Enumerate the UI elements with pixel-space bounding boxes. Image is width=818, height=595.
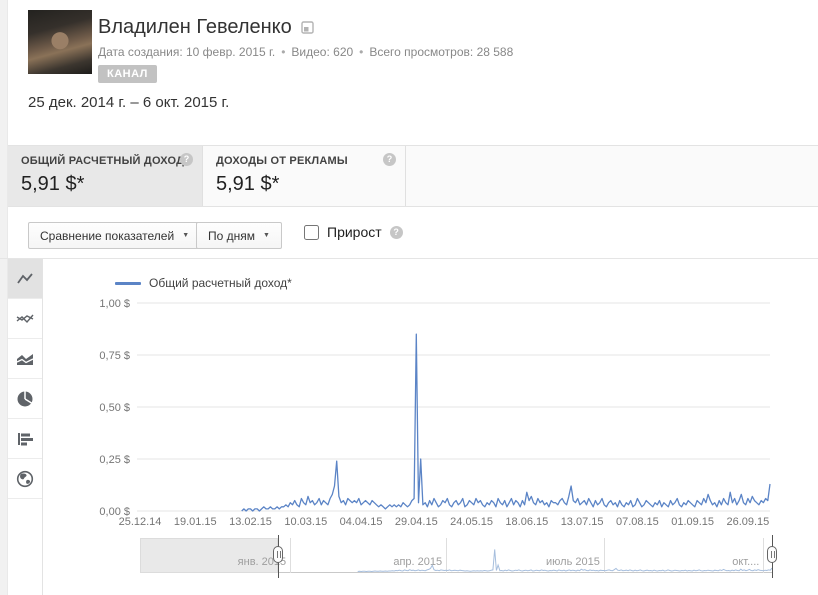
chart-type-pie[interactable] <box>8 379 42 419</box>
help-icon[interactable]: ? <box>383 153 396 166</box>
scrubber-tick <box>290 538 292 573</box>
chevron-down-icon: ▼ <box>263 232 270 239</box>
growth-checkbox-label: Прирост <box>327 224 382 240</box>
svg-text:19.01.15: 19.01.15 <box>174 516 217 528</box>
chevron-down-icon: ▼ <box>182 232 190 239</box>
line-chart-icon <box>17 272 33 284</box>
channel-video-count: Видео: 620 <box>291 45 354 59</box>
svg-text:10.03.15: 10.03.15 <box>284 516 327 528</box>
drag-grip-icon <box>273 546 283 563</box>
metric-label: ДОХОДЫ ОТ РЕКЛАМЫ <box>216 155 348 167</box>
svg-text:25.12.14: 25.12.14 <box>119 516 162 528</box>
chart-type-bar[interactable] <box>8 419 42 459</box>
scrubber-right-handle[interactable] <box>764 535 781 578</box>
scrubber-month-label: июль 2015 <box>546 556 600 568</box>
channel-avatar <box>28 10 92 74</box>
multiline-chart-icon <box>16 314 34 323</box>
svg-text:18.06.15: 18.06.15 <box>505 516 548 528</box>
chart-type-sidebar <box>8 259 43 595</box>
report-date-range[interactable]: 25 дек. 2014 г. – 6 окт. 2015 г. <box>28 94 230 111</box>
scrubber-left-handle[interactable] <box>270 535 287 578</box>
metric-value: 5,91 $* <box>21 173 85 195</box>
svg-text:24.05.15: 24.05.15 <box>450 516 493 528</box>
bar-chart-icon <box>18 432 33 445</box>
section-divider <box>0 258 818 259</box>
channel-type-badge: КАНАЛ <box>98 65 157 83</box>
chart-controls-row: Сравнение показателей ▼ По дням ▼ Прирос… <box>8 208 818 258</box>
scrubber-unselected-range[interactable] <box>140 538 278 573</box>
channel-card-icon[interactable] <box>301 21 314 34</box>
svg-text:0,25 $: 0,25 $ <box>99 454 130 466</box>
tab-total-estimated-revenue[interactable]: ОБЩИЙ РАСЧЕТНЫЙ ДОХОД 5,91 $* ? <box>8 146 203 206</box>
drag-grip-icon <box>767 546 777 563</box>
svg-text:13.02.15: 13.02.15 <box>229 516 272 528</box>
help-icon[interactable]: ? <box>389 225 403 239</box>
chart-type-line[interactable] <box>8 259 42 299</box>
tab-ad-revenue[interactable]: ДОХОДЫ ОТ РЕКЛАМЫ 5,91 $* ? <box>203 146 406 206</box>
scrubber-month-label: окт.... <box>732 556 760 568</box>
svg-text:04.04.15: 04.04.15 <box>340 516 383 528</box>
compare-metrics-dropdown[interactable]: Сравнение показателей ▼ <box>28 222 202 249</box>
svg-text:1,00 $: 1,00 $ <box>99 298 130 310</box>
channel-meta: Дата создания: 10 февр. 2015 г. • Видео: 6… <box>98 45 514 59</box>
help-icon[interactable]: ? <box>180 153 193 166</box>
stacked-area-icon <box>16 353 34 365</box>
tabs-filler <box>406 146 818 206</box>
pie-chart-icon <box>17 390 33 406</box>
channel-view-count: Всего просмотров: 28 588 <box>369 45 514 59</box>
granularity-dropdown[interactable]: По дням ▼ <box>196 222 282 249</box>
scrubber-tick <box>446 538 448 573</box>
channel-name: Владилен Гевеленко <box>98 16 292 38</box>
revenue-line-chart[interactable]: 0,00 $ 0,25 $ 0,50 $ 0,75 $ 1,00 $ 25.12.14 19… <box>0 258 818 539</box>
metric-label: ОБЩИЙ РАСЧЕТНЫЙ ДОХОД <box>21 155 185 167</box>
metric-value: 5,91 $* <box>216 173 280 195</box>
svg-text:01.09.15: 01.09.15 <box>671 516 714 528</box>
legend-label: Общий расчетный доход* <box>149 276 292 290</box>
legend-line-swatch <box>115 281 141 285</box>
metric-tabs-row: ОБЩИЙ РАСЧЕТНЫЙ ДОХОД 5,91 $* ? ДОХОДЫ О… <box>8 145 818 207</box>
scrubber-tick <box>603 538 605 573</box>
chart-type-map[interactable] <box>8 459 42 499</box>
scrubber-month-label: апр. 2015 <box>393 556 443 568</box>
chart-legend: Общий расчетный доход* <box>115 276 292 290</box>
svg-text:26.09.15: 26.09.15 <box>726 516 769 528</box>
svg-text:07.08.15: 07.08.15 <box>616 516 659 528</box>
svg-text:13.07.15: 13.07.15 <box>561 516 604 528</box>
geo-map-icon <box>16 470 34 487</box>
chart-type-multiline[interactable] <box>8 299 42 339</box>
svg-text:0,00 $: 0,00 $ <box>99 506 130 518</box>
svg-text:0,75 $: 0,75 $ <box>99 350 130 362</box>
svg-text:29.04.15: 29.04.15 <box>395 516 438 528</box>
page-left-margin <box>0 0 8 595</box>
chart-type-stacked-area[interactable] <box>8 339 42 379</box>
channel-created: Дата создания: 10 февр. 2015 г. <box>98 45 276 59</box>
svg-text:0,50 $: 0,50 $ <box>99 402 130 414</box>
growth-checkbox[interactable] <box>304 224 319 240</box>
